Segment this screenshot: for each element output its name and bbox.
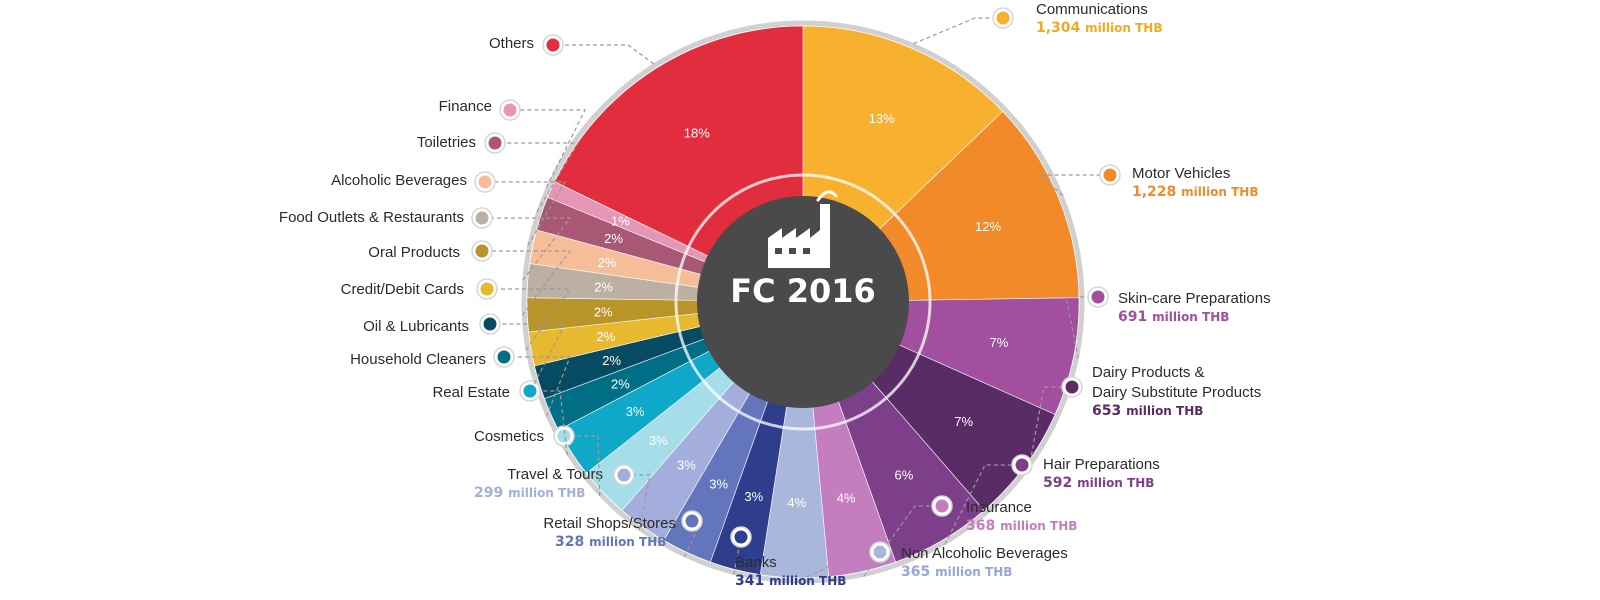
label-motor-vehicles: Motor Vehicles: [1132, 165, 1230, 182]
percent-label-non-alcoholic-beverages: 4%: [787, 495, 806, 510]
leader-line-toiletries: [505, 142, 580, 213]
percent-label-dairy-products-and-dairy-substitute-products: 7%: [954, 414, 973, 429]
legend-dot-motor-vehicles: [1103, 168, 1117, 182]
percent-label-banks: 3%: [744, 489, 763, 504]
leader-line-travel-and-tours: [634, 474, 651, 531]
amount-dairy-products-and-dairy-substitute-products: 653 million THB: [1092, 403, 1203, 419]
center-title: FC 2016: [730, 272, 876, 310]
legend-dot-oil-and-lubricants: [483, 317, 497, 331]
legend-dot-credit-debit-cards: [480, 282, 494, 296]
label-banks: Banks: [735, 554, 777, 571]
percent-label-cosmetics: 3%: [649, 433, 668, 448]
leader-line-others: [563, 44, 655, 65]
leader-line-oil-and-lubricants: [500, 323, 566, 385]
percent-label-retail-shops-stores: 3%: [709, 476, 728, 491]
label-credit-debit-cards: Credit/Debit Cards: [341, 281, 464, 298]
label-retail-shops-stores: Retail Shops/Stores: [543, 515, 676, 532]
leader-line-motor-vehicles: [1036, 174, 1100, 196]
label-dairy-products-and-dairy-substitute-products: Dairy Products & Dairy Substitute Product…: [1092, 364, 1261, 401]
legend-dot-alcoholic-beverages: [478, 175, 492, 189]
label-household-cleaners: Household Cleaners: [350, 351, 486, 368]
legend-dot-real-estate: [523, 384, 537, 398]
label-communications: Communications: [1036, 1, 1148, 18]
leader-line-hair-preparations: [944, 464, 1012, 545]
percent-label-food-outlets-and-restaurants: 2%: [594, 279, 613, 294]
legend-dot-dairy-products-and-dairy-substitute-products: [1065, 380, 1079, 394]
legend-dot-banks: [734, 530, 748, 544]
label-non-alcoholic-beverages: Non Alcoholic Beverages: [901, 545, 1068, 562]
percent-label-toiletries: 2%: [604, 231, 623, 246]
leader-line-skin-care-preparations: [1065, 296, 1088, 359]
percent-label-motor-vehicles: 12%: [975, 219, 1001, 234]
percent-label-insurance: 4%: [837, 490, 856, 505]
legend-dot-non-alcoholic-beverages: [873, 545, 887, 559]
percent-label-real-estate: 3%: [626, 404, 645, 419]
label-skin-care-preparations: Skin-care Preparations: [1118, 290, 1271, 307]
percent-label-others: 18%: [684, 126, 710, 141]
percent-label-credit-debit-cards: 2%: [597, 329, 616, 344]
legend-dot-hair-preparations: [1015, 458, 1029, 472]
amount-non-alcoholic-beverages: 365 million THB: [901, 564, 1012, 580]
leader-line-oral-products: [492, 250, 572, 316]
legend-dot-retail-shops-stores: [685, 514, 699, 528]
percent-label-household-cleaners: 2%: [611, 377, 630, 392]
label-toiletries: Toiletries: [417, 134, 476, 151]
amount-motor-vehicles: 1,228 million THB: [1132, 184, 1258, 200]
factory-icon: [768, 190, 838, 268]
amount-hair-preparations: 592 million THB: [1043, 475, 1154, 491]
leader-line-real-estate: [540, 390, 568, 455]
label-oil-and-lubricants: Oil & Lubricants: [363, 318, 469, 335]
amount-banks: 341 million THB: [735, 573, 846, 589]
legend-dot-travel-and-tours: [617, 468, 631, 482]
percent-label-skin-care-preparations: 7%: [990, 335, 1009, 350]
legend-dot-toiletries: [488, 136, 502, 150]
inner-ring: [674, 173, 932, 431]
legend-dot-others: [546, 38, 560, 52]
legend-dot-insurance: [935, 499, 949, 513]
percent-label-finance: 1%: [611, 213, 630, 228]
label-travel-and-tours: Travel & Tours: [507, 466, 603, 483]
leader-line-finance: [520, 109, 586, 188]
label-insurance: Insurance: [966, 499, 1032, 516]
legend-dot-finance: [503, 103, 517, 117]
leader-line-food-outlets-and-restaurants: [492, 217, 572, 281]
amount-travel-and-tours: 299 million THB: [474, 485, 585, 501]
center-disc: [697, 196, 909, 408]
leader-line-non-alcoholic-beverages: [794, 551, 870, 584]
label-finance: Finance: [439, 98, 492, 115]
legend-dot-communications: [996, 11, 1010, 25]
legend-dot-household-cleaners: [497, 350, 511, 364]
legend-dot-food-outlets-and-restaurants: [475, 211, 489, 225]
legend-dot-cosmetics: [557, 429, 571, 443]
legend-dot-skin-care-preparations: [1091, 290, 1105, 304]
label-real-estate: Real Estate: [432, 384, 510, 401]
amount-communications: 1,304 million THB: [1036, 20, 1162, 36]
label-hair-preparations: Hair Preparations: [1043, 456, 1160, 473]
label-others: Others: [489, 35, 534, 52]
percent-label-alcoholic-beverages: 2%: [598, 255, 617, 270]
percent-label-communications: 13%: [869, 111, 895, 126]
label-oral-products: Oral Products: [368, 244, 460, 261]
label-alcoholic-beverages: Alcoholic Beverages: [331, 172, 467, 189]
outer-ring: [521, 20, 1085, 584]
label-cosmetics: Cosmetics: [474, 428, 544, 445]
amount-insurance: 368 million THB: [966, 518, 1077, 534]
percent-labels: 13% 12% 7% 7% 6% 4% 4% 3% 3% 3% 3% 3% 2% 2% 2% 2% 2% 2% 2%…: [594, 111, 1009, 510]
percent-label-travel-and-tours: 3%: [677, 458, 696, 473]
percent-label-oil-and-lubricants: 2%: [602, 353, 621, 368]
leader-line-alcoholic-beverages: [495, 181, 567, 246]
amount-retail-shops-stores: 328 million THB: [555, 534, 666, 550]
leader-line-communications: [913, 17, 993, 45]
legend-dot-oral-products: [475, 244, 489, 258]
leader-line-household-cleaners: [514, 356, 571, 417]
amount-skin-care-preparations: 691 million THB: [1118, 309, 1229, 325]
label-food-outlets-and-restaurants: Food Outlets & Restaurants: [279, 209, 464, 226]
percent-label-hair-preparations: 6%: [894, 468, 913, 483]
percent-label-oral-products: 2%: [594, 304, 613, 319]
callouts: Communications 1,304 million THB Motor Veh…: [279, 1, 1271, 589]
